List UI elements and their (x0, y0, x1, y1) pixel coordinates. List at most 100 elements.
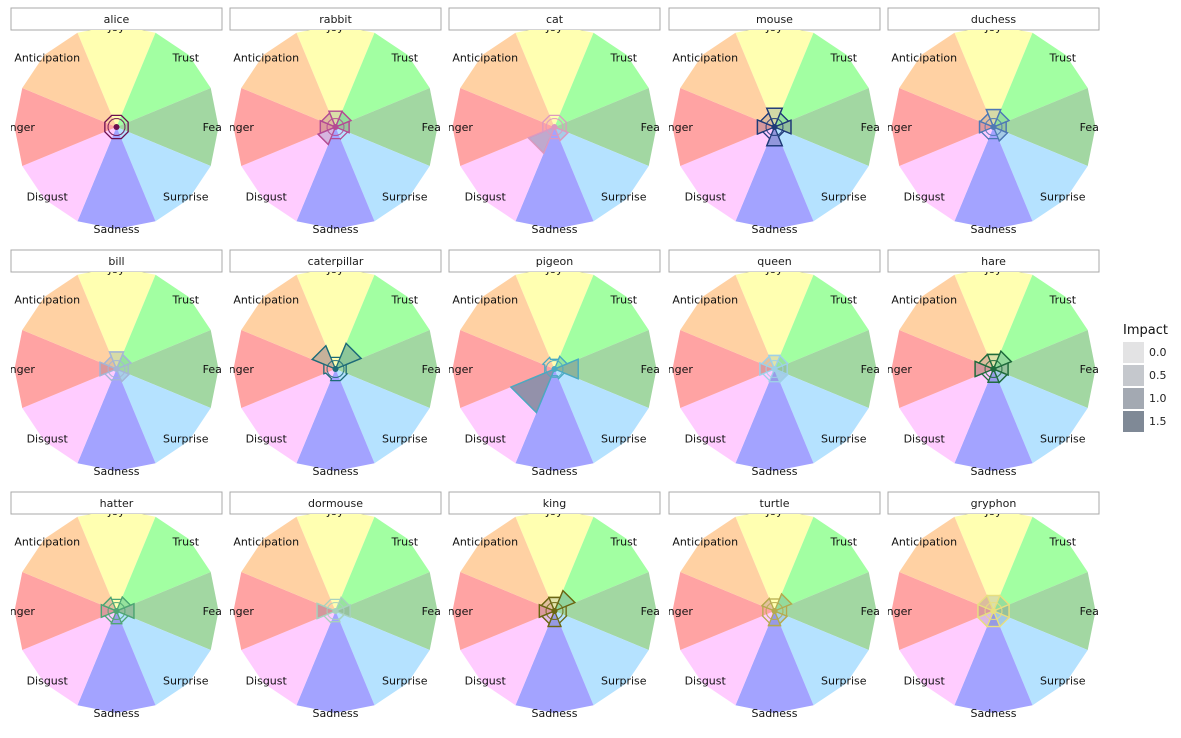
wedge-trust (993, 32, 1088, 128)
emotion-label-fear: Fear (1080, 121, 1104, 134)
panel-alice: aliceJoy Trust Fear Surprise Sadness Disgust A… (10, 7, 227, 236)
impact-sector-fear (333, 120, 350, 134)
emotion-label-disgust: Disgust (465, 190, 507, 203)
emotion-label-anticipation: Anticipation (672, 52, 738, 65)
center-dot (551, 608, 558, 614)
panel-title: rabbit (319, 13, 352, 26)
emotion-label-anger: Anger (2, 605, 35, 618)
wedge-fear (116, 87, 219, 167)
emotion-label-anticipation: Anticipation (233, 294, 299, 307)
wedge-joy (735, 272, 814, 369)
wedge-surprise (774, 127, 869, 222)
impact-sector-anticipation (101, 596, 118, 613)
panel-title: hatter (100, 497, 134, 510)
emotion-label-disgust: Disgust (465, 432, 507, 445)
panel-dormouse: dormouseJoy Trust Fear Surprise Sadness Disgu… (229, 491, 442, 720)
wedge-disgust (22, 611, 117, 706)
emotion-label-sadness: Sadness (532, 223, 578, 236)
wedge-trust (774, 32, 869, 128)
impact-sector-trust (334, 342, 363, 371)
emotion-label-anger: Anger (660, 121, 693, 134)
wedge-disgust (241, 611, 336, 706)
wedge-joy (954, 30, 1033, 127)
emotion-label-trust: Trust (1048, 294, 1076, 307)
emotion-label-fear: Fear (422, 121, 446, 134)
emotion-label-joy: Joy (545, 263, 563, 276)
emotion-label-surprise: Surprise (163, 190, 209, 203)
wedge-joy (77, 30, 156, 127)
center-dot (551, 366, 558, 372)
emotion-label-sadness: Sadness (94, 465, 140, 478)
wedge-anticipation (241, 516, 336, 611)
wedge-joy (954, 272, 1033, 369)
wedge-surprise (335, 369, 430, 464)
emotion-label-fear: Fear (1080, 605, 1104, 618)
impact-sector-anticipation (540, 596, 556, 613)
impact-sector-disgust (509, 367, 556, 414)
impact-sector-anger (316, 602, 338, 620)
emotion-label-joy: Joy (326, 505, 344, 518)
impact-sector-anticipation (979, 112, 995, 129)
impact-sector-anticipation (320, 111, 337, 129)
emotion-label-disgust: Disgust (465, 674, 507, 687)
wedge-trust (116, 516, 211, 611)
emotion-label-fear: Fear (203, 121, 227, 134)
emotion-label-disgust: Disgust (27, 674, 69, 687)
center-dot (990, 124, 997, 130)
wedge-anticipation (680, 32, 775, 128)
emotion-label-disgust: Disgust (246, 432, 288, 445)
base-ring (984, 118, 1003, 136)
impact-sector-sadness (765, 125, 784, 147)
panel-title: mouse (756, 13, 793, 26)
center-dot (990, 608, 997, 614)
impact-sector-sadness (768, 367, 781, 383)
wedge-anticipation (460, 516, 555, 611)
wedge-sadness (515, 127, 594, 229)
base-ring (107, 118, 126, 136)
emotion-label-surprise: Surprise (382, 432, 428, 445)
center-dot (332, 124, 339, 130)
emotion-label-disgust: Disgust (685, 432, 727, 445)
wedge-anger (452, 329, 555, 409)
base-ring (326, 360, 345, 378)
emotion-label-trust: Trust (390, 536, 418, 549)
panel-rabbit: rabbitJoy Trust Fear Surprise Sadness Disgust… (229, 7, 446, 236)
emotion-label-disgust: Disgust (246, 674, 288, 687)
wedge-anger (672, 571, 775, 651)
emotion-label-trust: Trust (390, 294, 418, 307)
wedge-joy (954, 514, 1033, 611)
panel-hatter: hatterJoy Trust Fear Surprise Sadness Disgust… (2, 491, 223, 720)
base-ring (107, 602, 126, 620)
wedge-trust (335, 32, 430, 128)
emotion-label-fear: Fear (861, 363, 885, 376)
center-dot (113, 366, 120, 372)
wedge-anger (452, 571, 555, 651)
emotion-label-anger: Anger (2, 363, 35, 376)
emotion-label-trust: Trust (1048, 52, 1076, 65)
wedge-sadness (515, 369, 594, 471)
emotion-label-surprise: Surprise (163, 432, 209, 445)
emotion-label-fear: Fear (641, 363, 665, 376)
impact-sector-sadness (987, 367, 1000, 383)
wedge-anticipation (22, 274, 117, 369)
base-ring (765, 602, 784, 620)
center-dot (332, 608, 339, 614)
emotion-label-joy: Joy (326, 263, 344, 276)
wedge-anticipation (241, 32, 336, 128)
wedge-trust (554, 516, 649, 611)
center-dot (113, 124, 120, 130)
emotion-label-surprise: Surprise (382, 190, 428, 203)
wedge-trust (116, 274, 211, 369)
wedge-anticipation (899, 32, 994, 128)
base-ring (765, 118, 784, 136)
emotion-label-anticipation: Anticipation (452, 294, 518, 307)
wedge-surprise (554, 127, 649, 222)
emotion-label-fear: Fear (641, 605, 665, 618)
panel-title: gryphon (971, 497, 1017, 510)
legend-key (1123, 411, 1144, 432)
emotion-label-joy: Joy (107, 21, 125, 34)
emotion-label-joy: Joy (765, 263, 783, 276)
emotion-label-surprise: Surprise (1040, 674, 1086, 687)
panel-title: caterpillar (308, 255, 364, 268)
